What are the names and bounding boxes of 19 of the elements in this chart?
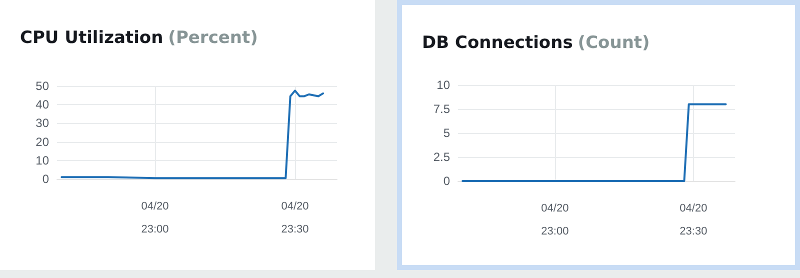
x-tick-label: 04/20 23:00: [141, 200, 169, 236]
y-tick-label: 10: [36, 153, 50, 168]
y-tick-label: 30: [36, 116, 50, 130]
y-tick-label: 7.5: [433, 102, 450, 116]
x-tick-label: 04/20 23:00: [541, 202, 569, 238]
chart-title: CPU Utilization: [20, 28, 164, 48]
y-tick-label: 2.5: [433, 150, 450, 164]
y-tick-label: 10: [436, 78, 450, 92]
y-tick-label: 0: [42, 172, 50, 186]
y-tick-label: 50: [36, 79, 50, 93]
y-tick-label: 5: [443, 126, 450, 140]
chart-subtitle: (Percent): [168, 28, 258, 48]
x-tick-label: 04/20 23:30: [680, 202, 708, 238]
chart-subtitle: (Count): [578, 33, 650, 53]
y-tick-label: 0: [443, 174, 450, 188]
y-tick-label: 20: [36, 134, 50, 149]
y-tick-label: 40: [36, 98, 50, 112]
chart-title: DB Connections: [422, 33, 573, 53]
x-tick-label: 04/20 23:30: [281, 200, 309, 236]
